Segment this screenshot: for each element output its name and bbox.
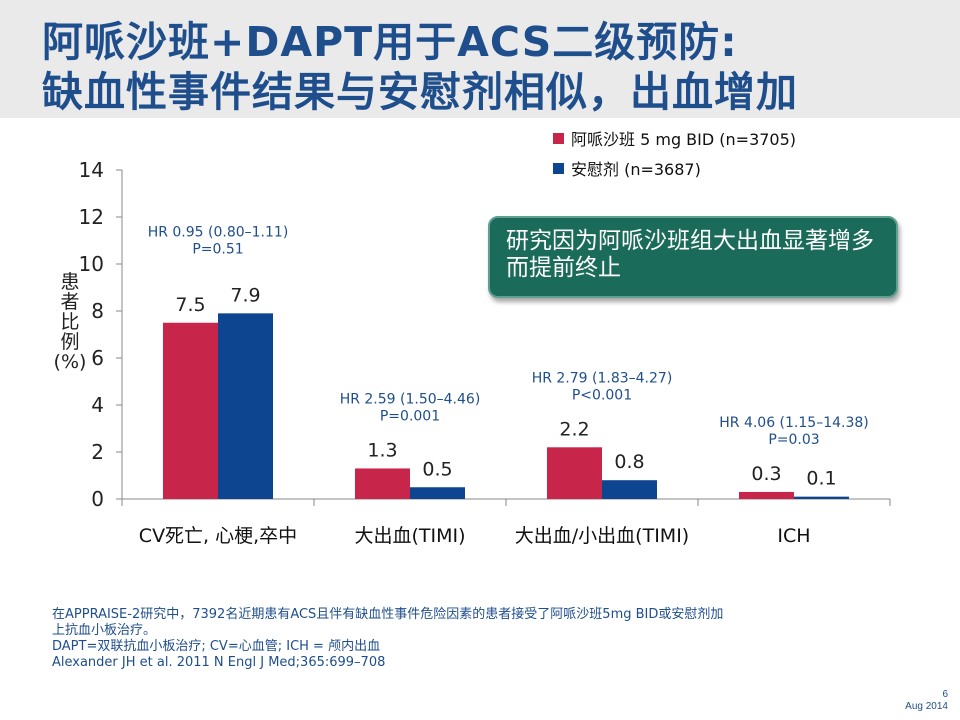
bar-value-label: 7.9 — [230, 284, 260, 306]
footnote-line: DAPT=双联抗血小板治疗; CV=心血管; ICH = 颅内出血 — [52, 639, 381, 654]
hazard-ratio-label: HR 4.06 (1.15–14.38) — [719, 415, 869, 431]
bar-value-label: 1.3 — [367, 439, 397, 461]
legend-label: 阿哌沙班 5 mg BID (n=3705) — [571, 130, 796, 149]
x-category-label: 大出血(TIMI) — [354, 525, 465, 547]
p-value-label: P=0.001 — [380, 408, 440, 424]
y-tick-label: 8 — [91, 299, 104, 323]
page-number: 6 — [942, 689, 948, 700]
hazard-ratio-label: HR 2.79 (1.83–4.27) — [532, 370, 673, 386]
x-category-label: CV死亡, 心梗,卒中 — [139, 525, 297, 547]
bar-placebo — [218, 313, 273, 499]
bar-value-label: 0.8 — [614, 451, 644, 473]
bar-apixaban — [739, 491, 794, 499]
slide-title-line-1: 阿哌沙班+DAPT用于ACS二级预防: — [42, 18, 738, 66]
p-value-label: P=0.51 — [192, 241, 243, 257]
bar-value-label: 7.5 — [175, 294, 205, 316]
bar-value-label: 0.3 — [751, 463, 781, 485]
p-value-label: P=0.03 — [768, 432, 819, 448]
legend-swatch — [553, 163, 564, 174]
bar-apixaban — [547, 447, 602, 499]
footnote-line: 上抗血小板治疗。 — [52, 623, 157, 638]
bar-value-label: 2.2 — [559, 418, 589, 440]
page-info: 6 Aug 2014 — [905, 689, 948, 713]
slide-date: Aug 2014 — [905, 701, 948, 712]
slide-title-line-2: 缺血性事件结果与安慰剂相似，出血增加 — [42, 68, 798, 116]
x-category-label: 大出血/小出血(TIMI) — [515, 525, 689, 547]
bar-value-label: 0.5 — [422, 458, 452, 480]
footnote-line: 在APPRAISE-2研究中，7392名近期患有ACS且伴有缺血性事件危险因素的… — [52, 607, 724, 622]
footnote-line: Alexander JH et al. 2011 N Engl J Med;36… — [52, 655, 386, 670]
y-tick-label: 14 — [79, 158, 104, 182]
footnotes: 在APPRAISE-2研究中，7392名近期患有ACS且伴有缺血性事件危险因素的… — [52, 607, 892, 671]
y-tick-label: 2 — [91, 440, 104, 464]
bar-apixaban — [355, 468, 410, 499]
legend-label: 安慰剂 (n=3687) — [571, 160, 701, 179]
p-value-label: P<0.001 — [572, 387, 632, 403]
bar-placebo — [794, 496, 849, 499]
hazard-ratio-label: HR 2.59 (1.50–4.46) — [340, 391, 481, 407]
y-tick-label: 0 — [91, 487, 104, 511]
title-bar: 阿哌沙班+DAPT用于ACS二级预防: 缺血性事件结果与安慰剂相似，出血增加 — [0, 0, 960, 118]
bar-chart: 0 2 4 6 8 10 12 14 患者比例(%) 7.5 7.9 CV死亡, 心梗,卒中 HR 0.… — [54, 130, 891, 547]
early-termination-callout: 研究因为阿哌沙班组大出血显著增多而提前终止 — [488, 216, 898, 298]
y-axis-label: 患者比例(%) — [54, 271, 87, 373]
y-tick-label: 10 — [79, 252, 104, 276]
bar-apixaban — [163, 322, 218, 499]
legend-swatch — [553, 133, 564, 144]
x-category-label: ICH — [777, 525, 810, 547]
hazard-ratio-label: HR 0.95 (0.80–1.11) — [148, 224, 289, 240]
bar-placebo — [410, 487, 465, 499]
bar-placebo — [602, 480, 657, 499]
bar-value-label: 0.1 — [806, 468, 836, 490]
y-tick-label: 6 — [91, 346, 104, 370]
y-tick-label: 4 — [91, 393, 104, 417]
y-tick-label: 12 — [79, 205, 104, 229]
